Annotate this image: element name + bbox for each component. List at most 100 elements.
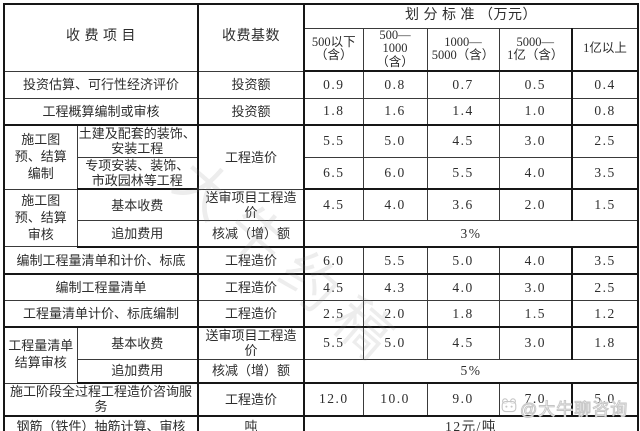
fee-item-cell: 基本收费	[76, 188, 199, 222]
fee-base-cell: 工程造价	[197, 246, 305, 275]
table-row: 施工图 预、结算 审核 基本收费 送审项目工程造价 4.5 4.0 3.6 2.…	[3, 188, 639, 248]
rate-cell: 0.7	[426, 70, 500, 99]
rate-cell: 12.0	[303, 382, 364, 417]
header-fee-item: 收 费 项 目	[3, 3, 199, 72]
table-row: 追加费用 核减（增）额 5%	[4, 358, 639, 385]
rate-cell: 5.5	[362, 246, 428, 275]
table-row: 编制工程量清单 工程造价 4.5 4.3 4.0 3.0 2.5	[3, 273, 639, 302]
rate-cell: 0.8	[570, 97, 639, 126]
fee-base-cell: 核减（增）额	[197, 358, 305, 385]
fee-base-cell: 送审项目工程造价	[197, 188, 305, 222]
rate-cell: 1.8	[570, 326, 639, 360]
rate-cell: 4.0	[498, 156, 573, 191]
fee-item-cell: 编制工程量清单	[3, 273, 199, 302]
rate-cell: 1.4	[426, 97, 500, 126]
rate-cell: 6.5	[303, 156, 364, 191]
fee-group-cell: 施工图 预、结算 审核	[3, 188, 78, 248]
rate-cell: 3.5	[570, 156, 639, 191]
table-row: 施工图 预、结算 编制 土建及配套的装饰、 安装工程 工程造价 5.5 5.0 …	[3, 124, 639, 190]
fee-item-cell: 工程量清单计价、标底编制	[3, 300, 199, 328]
rate-cell: 4.0	[498, 246, 573, 275]
fee-standard-table: 收 费 项 目 收费基数 划 分 标 准 （万元） 500以下 （含） 500—…	[3, 3, 640, 431]
rate-cell: 5.5	[426, 156, 500, 191]
rate-cell: 5.0	[426, 246, 500, 275]
rate-cell: 3.6	[426, 188, 500, 222]
fee-item-cell: 编制工程量清单和计价、标底	[3, 246, 199, 275]
table-row: 工程概算编制或审核 投资额 1.8 1.6 1.4 1.0 0.8	[3, 97, 639, 126]
rate-cell: 4.5	[303, 273, 364, 302]
rate-cell: 3.0	[498, 124, 573, 158]
table-row: 钢筋（铁件）抽筋计算、审核 吨 12元/吨	[3, 415, 639, 431]
rate-span-cell: 3%	[302, 220, 639, 248]
rate-span-cell: 5%	[302, 358, 639, 385]
table-row: 投资估算、可行性经济评价 投资额 0.9 0.8 0.7 0.5 0.4	[3, 70, 639, 99]
rate-cell: 5.5	[303, 124, 364, 158]
rate-cell: 1.5	[570, 188, 639, 222]
fee-base-cell: 送审项目工程造价	[197, 326, 305, 360]
rate-cell: 5.0	[362, 326, 428, 360]
rate-cell: 10.0	[362, 382, 428, 417]
rate-cell: 9.0	[426, 382, 500, 417]
table-row: 追加费用 核减（增）额 3%	[4, 220, 639, 248]
table-row: 施工阶段全过程工程造价咨询服务 工程造价 12.0 10.0 9.0 7.0 5…	[3, 382, 639, 417]
rate-cell: 1.5	[498, 300, 573, 328]
rate-cell: 4.5	[426, 326, 500, 360]
header-tier-5: 1亿以上	[570, 27, 639, 72]
table-row: 工程量清单 结算审核 基本收费 送审项目工程造价 5.5 5.0 4.5 3.0…	[3, 326, 639, 384]
rate-cell: 1.6	[362, 97, 428, 126]
rate-cell: 1.0	[498, 97, 573, 126]
rate-cell: 5.5	[303, 326, 364, 360]
rate-cell: 4.3	[362, 273, 428, 302]
rate-cell: 4.5	[426, 124, 500, 158]
rate-cell: 4.0	[362, 188, 428, 222]
rate-cell: 0.9	[303, 70, 364, 99]
rate-cell: 7.0	[498, 382, 573, 417]
rate-cell: 2.5	[570, 124, 639, 158]
rate-cell: 2.5	[303, 300, 364, 328]
header-tier-3: 1000— 5000（含）	[426, 27, 500, 72]
rate-cell: 3.5	[570, 246, 639, 275]
fee-group-cell: 工程量清单 结算审核	[3, 326, 78, 384]
fee-base-cell: 吨	[197, 415, 305, 431]
rate-cell: 2.0	[498, 188, 573, 222]
rate-cell: 0.5	[498, 70, 573, 99]
fee-base-cell: 工程造价	[197, 124, 305, 190]
table-row: 专项安装、装饰、 市政园林等工程 6.5 6.0 5.5 4.0 3.5	[4, 156, 639, 191]
rate-cell: 2.0	[362, 300, 428, 328]
rate-cell: 0.4	[570, 70, 639, 99]
rate-cell: 1.8	[303, 97, 364, 126]
rate-cell: 1.8	[426, 300, 500, 328]
table-row: 编制工程量清单和计价、标底 工程造价 6.0 5.5 5.0 4.0 3.5	[3, 246, 639, 275]
rate-cell: 3.0	[498, 326, 573, 360]
fee-base-cell: 工程造价	[197, 273, 305, 302]
fee-base-cell: 工程造价	[197, 300, 305, 328]
rate-cell: 3.0	[498, 273, 573, 302]
fee-item-cell: 投资估算、可行性经济评价	[3, 70, 199, 99]
header-tier-2: 500— 1000 （含）	[362, 27, 428, 72]
header-tier-4: 5000— 1亿（含）	[498, 27, 573, 72]
fee-item-cell: 追加费用	[76, 358, 199, 385]
fee-item-cell: 专项安装、装饰、 市政园林等工程	[76, 156, 199, 191]
rate-cell: 2.5	[570, 273, 639, 302]
fee-base-cell: 投资额	[197, 70, 305, 99]
fee-base-cell: 工程造价	[197, 382, 305, 417]
fee-item-cell: 施工阶段全过程工程造价咨询服务	[3, 382, 199, 417]
fee-group-cell: 施工图 预、结算 编制	[3, 124, 78, 190]
rate-span-cell: 12元/吨	[302, 415, 639, 431]
rate-cell: 5.0	[362, 124, 428, 158]
rate-cell: 6.0	[362, 156, 428, 191]
table-row: 工程量清单计价、标底编制 工程造价 2.5 2.0 1.8 1.5 1.2	[3, 300, 639, 328]
rate-cell: 1.2	[570, 300, 639, 328]
fee-base-cell: 投资额	[197, 97, 305, 126]
fee-item-cell: 基本收费	[76, 326, 199, 360]
fee-base-cell: 核减（增）额	[197, 220, 305, 248]
header-row-top: 收 费 项 目 收费基数 划 分 标 准 （万元）	[3, 3, 639, 72]
fee-item-cell: 钢筋（铁件）抽筋计算、审核	[3, 415, 199, 431]
header-tier-1: 500以下 （含）	[303, 27, 364, 72]
header-row-tiers: 500以下 （含） 500— 1000 （含） 1000— 5000（含） 50…	[4, 27, 639, 72]
rate-cell: 6.0	[303, 246, 364, 275]
header-fee-base: 收费基数	[197, 3, 305, 72]
rate-cell: 4.0	[426, 273, 500, 302]
rate-cell: 4.5	[303, 188, 364, 222]
